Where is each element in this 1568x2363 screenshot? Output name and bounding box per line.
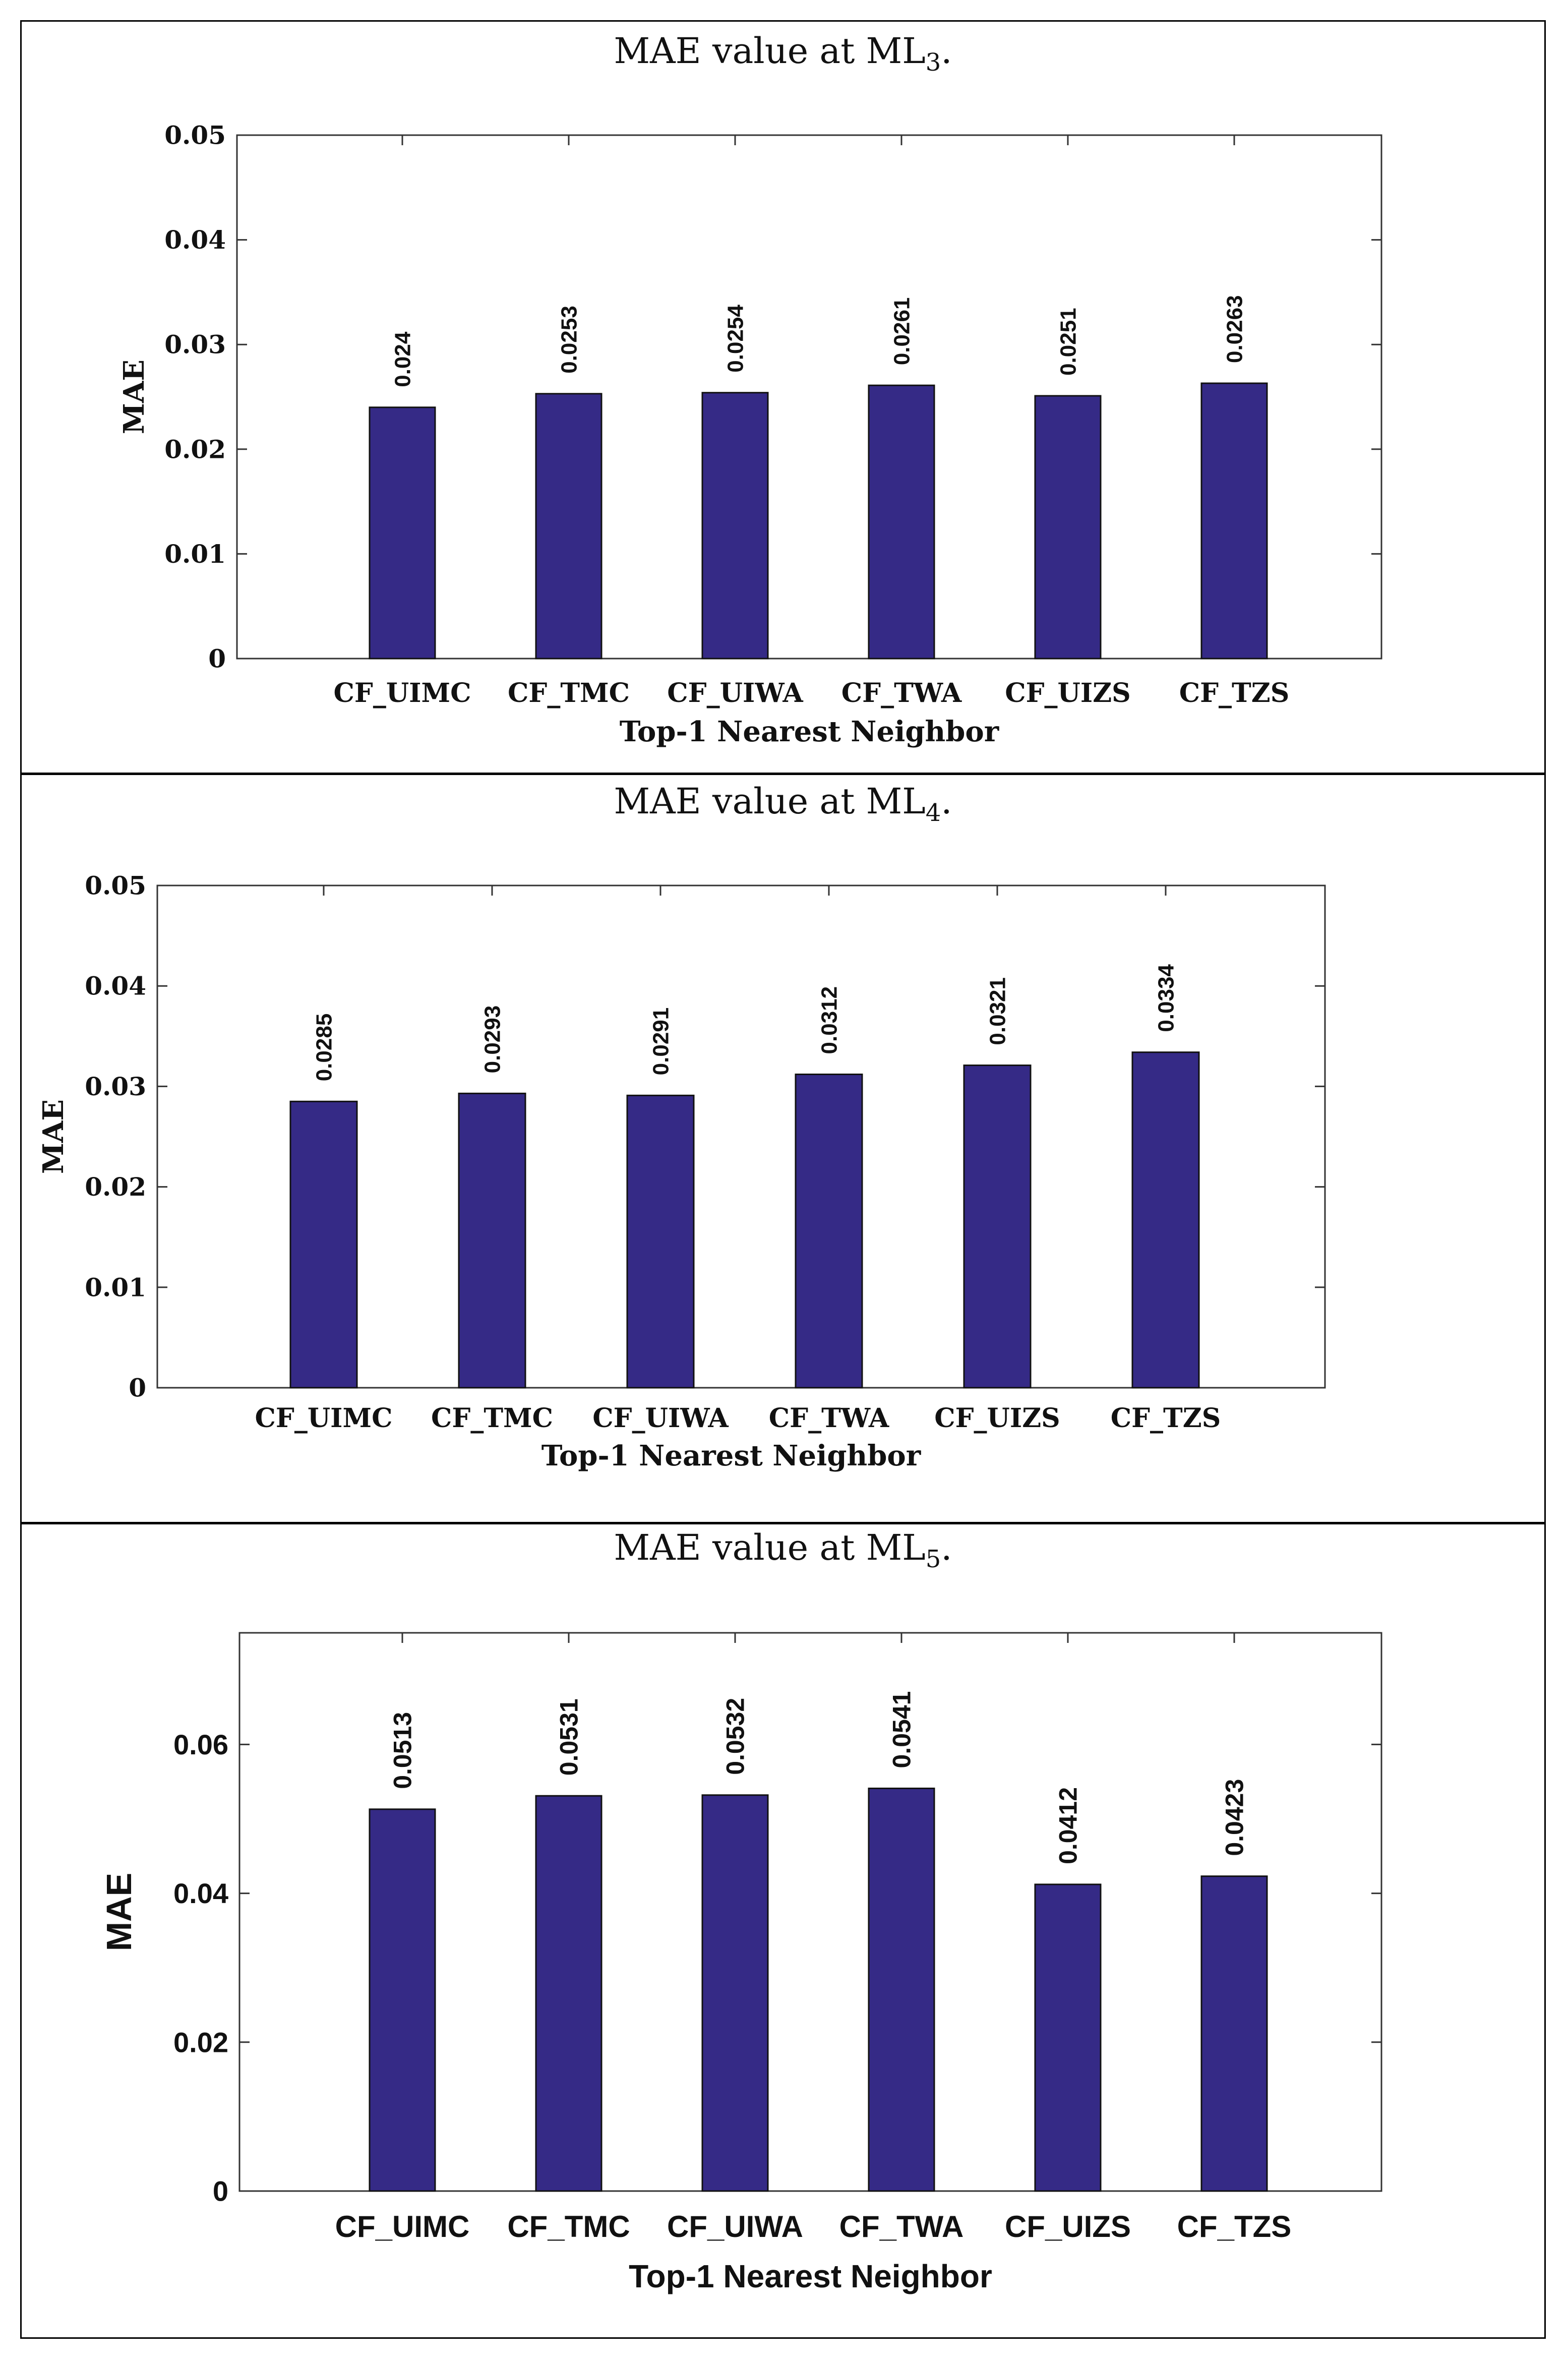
chart-3-category-label: CF_TWA	[839, 2210, 964, 2243]
chart-2-bar	[626, 1094, 695, 1389]
chart-2-data-label: 0.0312	[817, 986, 841, 1054]
chart-1-ytick-label: 0.01	[164, 539, 226, 569]
chart-2-category-label: CF_TMC	[431, 1403, 553, 1434]
chart-3-bar	[1200, 1875, 1268, 2192]
chart-3-data-label: 0.0531	[555, 1698, 583, 1776]
chart-2-ytick-label: 0.04	[85, 971, 146, 1001]
divider-2	[20, 1522, 1546, 1524]
chart-2-ytick-label: 0.02	[85, 1172, 146, 1202]
chart-3-y-axis-label: MAE	[99, 1873, 139, 1952]
panel-2-title-text: MAE value at ML	[614, 781, 926, 822]
chart-1-data-label: 0.0253	[557, 306, 581, 374]
chart-1-category-label: CF_UIWA	[667, 678, 803, 708]
chart-2-data-label: 0.0293	[480, 1006, 505, 1074]
chart-3-bar	[369, 1808, 436, 2192]
chart-1-bar	[868, 384, 935, 660]
panel-3-title: MAE value at ML5.	[20, 1527, 1546, 1573]
panel-3-title-subscript: 5	[925, 1545, 941, 1573]
chart-2-plot-area	[156, 884, 1326, 1389]
figure-frame	[20, 20, 1546, 2339]
panel-2-title-subscript: 4	[925, 799, 941, 827]
chart-1-x-axis-label: Top-1 Nearest Neighbor	[620, 715, 1000, 748]
chart-1-bar	[1200, 382, 1268, 660]
chart-1-category-label: CF_UIMC	[334, 678, 471, 708]
chart-3-category-label: CF_UIZS	[1005, 2210, 1131, 2243]
chart-1-data-label: 0.024	[390, 331, 415, 387]
chart-3-category-label: CF_TMC	[507, 2210, 630, 2243]
chart-1-data-label: 0.0261	[889, 298, 914, 366]
chart-1-bar	[369, 406, 436, 660]
chart-2-x-axis-label: Top-1 Nearest Neighbor	[541, 1439, 922, 1472]
chart-1-ytick-label: 0.03	[164, 330, 226, 360]
chart-3-data-label: 0.0532	[721, 1698, 750, 1775]
chart-3-category-label: CF_UIMC	[335, 2210, 470, 2243]
chart-1-plot-area	[236, 134, 1382, 660]
chart-3-data-label: 0.0423	[1221, 1779, 1249, 1856]
chart-3-bar	[701, 1794, 769, 2192]
chart-3-ytick-label: 0.06	[173, 1729, 228, 1760]
chart-3-data-label: 0.0541	[888, 1691, 916, 1768]
panel-3-title-suffix: .	[941, 1527, 952, 1568]
chart-2-bar	[963, 1065, 1032, 1389]
chart-1-category-label: CF_UIZS	[1005, 678, 1131, 708]
panel-1-title-suffix: .	[941, 30, 952, 72]
chart-2-category-label: CF_TWA	[769, 1403, 889, 1434]
chart-3-plot-area	[238, 1632, 1382, 2192]
panel-1-title-subscript: 3	[925, 48, 941, 77]
chart-3-ytick-label: 0.02	[173, 2026, 228, 2058]
chart-3-data-label: 0.0513	[389, 1712, 417, 1789]
chart-3-category-label: CF_UIWA	[667, 2210, 803, 2243]
chart-2-category-label: CF_UIMC	[255, 1403, 393, 1434]
chart-1-bar	[701, 392, 769, 660]
chart-2-data-label: 0.0285	[312, 1014, 336, 1082]
chart-1-category-label: CF_TMC	[508, 678, 630, 708]
chart-1-category-label: CF_TZS	[1179, 678, 1290, 708]
chart-1-data-label: 0.0251	[1056, 308, 1080, 376]
chart-2-category-label: CF_UIZS	[934, 1403, 1060, 1434]
panel-1-title-text: MAE value at ML	[614, 30, 926, 72]
chart-1-data-label: 0.0263	[1222, 295, 1247, 363]
chart-3-ytick-label: 0.04	[173, 1877, 228, 1909]
chart-3-bar	[535, 1795, 602, 2192]
chart-3-data-label: 0.0412	[1054, 1787, 1082, 1864]
chart-2-y-axis-label: MAE	[37, 1099, 70, 1174]
chart-2-category-label: CF_UIWA	[592, 1403, 729, 1434]
chart-3-x-axis-label: Top-1 Nearest Neighbor	[629, 2258, 992, 2294]
chart-2-bar	[289, 1100, 358, 1389]
chart-2-bar	[1131, 1051, 1200, 1389]
chart-2-ytick-label: 0.01	[85, 1272, 146, 1302]
panel-2-title-suffix: .	[941, 781, 952, 822]
chart-2-bar	[458, 1092, 526, 1389]
chart-3-bar	[868, 1787, 935, 2192]
panel-1-title: MAE value at ML3.	[20, 30, 1546, 77]
chart-2-data-label: 0.0321	[985, 977, 1010, 1045]
chart-2-ytick-label: 0.03	[85, 1072, 146, 1101]
chart-3-category-label: CF_TZS	[1177, 2210, 1292, 2243]
chart-2-ytick-label: 0	[129, 1373, 146, 1403]
chart-1-data-label: 0.0254	[723, 305, 748, 373]
chart-1-y-axis-label: MAE	[117, 360, 151, 434]
chart-2-category-label: CF_TZS	[1111, 1403, 1221, 1434]
chart-3-bar	[1034, 1883, 1102, 2192]
chart-2-bar	[795, 1073, 863, 1389]
chart-1-ytick-label: 0.05	[164, 121, 226, 150]
chart-3-ytick-label: 0	[213, 2175, 228, 2207]
chart-2-data-label: 0.0291	[648, 1008, 673, 1076]
chart-1-ytick-label: 0.04	[164, 225, 226, 255]
chart-1-ytick-label: 0.02	[164, 434, 226, 464]
chart-1-bar	[1034, 395, 1102, 660]
chart-1-ytick-label: 0	[208, 644, 226, 674]
panel-3-title-text: MAE value at ML	[614, 1527, 926, 1568]
divider-1	[20, 773, 1546, 775]
chart-2-ytick-label: 0.05	[85, 871, 146, 901]
panel-2-title: MAE value at ML4.	[20, 781, 1546, 827]
chart-2-data-label: 0.0334	[1154, 964, 1178, 1032]
chart-1-bar	[535, 393, 602, 660]
chart-1-category-label: CF_TWA	[841, 678, 962, 708]
